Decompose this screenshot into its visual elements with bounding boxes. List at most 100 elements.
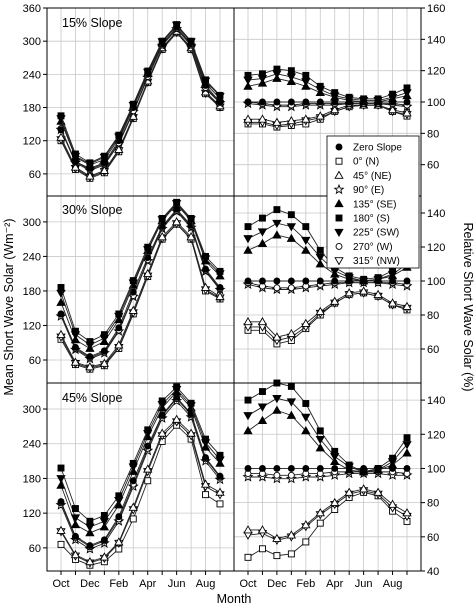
- y-tick-label-left: 240: [23, 439, 41, 451]
- data-point-n: [273, 552, 281, 560]
- series-line-n: [60, 223, 221, 370]
- legend-marker-s: [335, 214, 343, 222]
- data-point-s: [57, 284, 65, 291]
- data-point-n: [316, 519, 324, 527]
- data-point-s: [302, 71, 310, 79]
- data-point-s: [374, 95, 382, 103]
- data-point-ne: [301, 318, 311, 327]
- y-tick-label-right: 100: [427, 97, 445, 109]
- data-point-s: [374, 274, 382, 282]
- data-point-se: [70, 519, 81, 529]
- series-line-nw: [60, 421, 221, 564]
- data-point-s: [259, 70, 266, 78]
- y-tick-label-left: 120: [23, 320, 41, 332]
- data-point-s: [86, 338, 94, 346]
- data-point-se: [257, 238, 268, 247]
- data-point-zero: [259, 465, 266, 472]
- series-line-se: [60, 203, 221, 349]
- data-point-s: [144, 243, 152, 251]
- data-point-n: [302, 538, 310, 546]
- data-point-s: [360, 95, 368, 103]
- data-point-sw: [301, 236, 311, 246]
- data-point-se: [272, 405, 282, 414]
- series-line-nw: [248, 292, 408, 341]
- data-point-s: [129, 459, 137, 467]
- data-point-zero: [273, 98, 281, 106]
- series-line-s: [60, 201, 221, 343]
- legend-label-sw: 225° (SW): [353, 228, 399, 239]
- data-point-ne: [85, 362, 95, 371]
- y-tick-label-right: 100: [427, 463, 445, 475]
- data-point-zero: [72, 532, 79, 540]
- y-axis-label-right: Relative Short Wave Solar (%): [461, 222, 474, 391]
- legend-marker-nw: [334, 257, 344, 266]
- legend-item-ne: 45° (NE): [334, 170, 391, 182]
- data-point-se: [257, 415, 268, 424]
- data-point-s: [345, 461, 353, 469]
- x-tick-label: Dec: [80, 578, 100, 590]
- legend-label-ne: 45° (NE): [353, 171, 391, 182]
- series-se-left-p1: [56, 199, 225, 352]
- data-point-ne: [128, 502, 138, 511]
- data-point-ne: [99, 165, 110, 174]
- series-s-left-p2: [57, 383, 224, 525]
- series-s-left-p1: [57, 198, 224, 346]
- series-ne-left-p2: [56, 414, 225, 566]
- data-point-zero: [173, 394, 181, 401]
- data-point-zero: [115, 324, 123, 332]
- data-point-ne: [215, 487, 225, 496]
- data-point-s: [100, 512, 108, 519]
- y-tick-label-left: 300: [23, 217, 41, 229]
- data-point-ne: [85, 556, 95, 566]
- data-point-ne: [215, 291, 225, 301]
- series-line-ne: [60, 30, 221, 177]
- legend-item-w: 270° (W): [335, 242, 393, 253]
- series-ne-left-p1: [56, 217, 225, 371]
- x-tick-label: Oct: [239, 578, 256, 590]
- y-tick-label-right: 140: [427, 34, 445, 46]
- data-point-zero: [273, 465, 281, 472]
- data-point-ne: [387, 499, 398, 508]
- data-point-s: [144, 67, 152, 75]
- y-tick-label-left: 300: [23, 404, 41, 416]
- y-tick-label-left: 60: [29, 169, 41, 181]
- series-ne-right-p2: [243, 484, 412, 542]
- panel-title-30: 30% Slope: [62, 203, 123, 217]
- data-point-s: [115, 310, 123, 318]
- data-point-sw: [85, 523, 95, 532]
- x-tick-label: Jun: [168, 578, 186, 590]
- x-tick-label: Dec: [267, 578, 287, 590]
- data-point-ne: [286, 328, 297, 338]
- series-ne-left-p0: [56, 26, 225, 180]
- data-point-zero: [244, 98, 252, 106]
- data-point-s: [244, 396, 252, 404]
- data-point-zero: [259, 277, 266, 285]
- data-point-sw: [99, 517, 110, 527]
- data-point-w: [287, 284, 295, 292]
- data-point-ne: [272, 117, 282, 126]
- series-line-e: [60, 400, 221, 550]
- data-point-n: [244, 553, 252, 561]
- data-point-s: [173, 198, 181, 206]
- data-point-ne: [330, 105, 340, 114]
- data-point-ne: [200, 479, 211, 488]
- data-point-se: [243, 81, 253, 90]
- data-point-s: [158, 37, 166, 45]
- data-point-sw: [243, 235, 253, 244]
- data-point-s: [57, 464, 65, 472]
- data-point-ne: [387, 298, 398, 307]
- data-point-s: [57, 112, 65, 120]
- data-point-ne: [171, 217, 182, 226]
- x-tick-label: Aug: [383, 578, 403, 590]
- series-n-left-p1: [57, 220, 224, 373]
- titles-layer: 15% Slope 30% Slope 45% Slope Month Mean…: [2, 16, 474, 606]
- y-tick-label-right: 80: [427, 310, 439, 322]
- data-point-s: [259, 214, 266, 222]
- data-point-s: [173, 383, 181, 391]
- y-axis-label-left: Mean Short Wave Solar (Wm⁻²): [2, 218, 16, 395]
- data-point-sw: [286, 398, 297, 407]
- series-w-left-p1: [57, 206, 224, 362]
- legend-item-zero: Zero Slope: [335, 143, 402, 154]
- data-point-w: [273, 284, 281, 292]
- data-point-se: [99, 522, 110, 531]
